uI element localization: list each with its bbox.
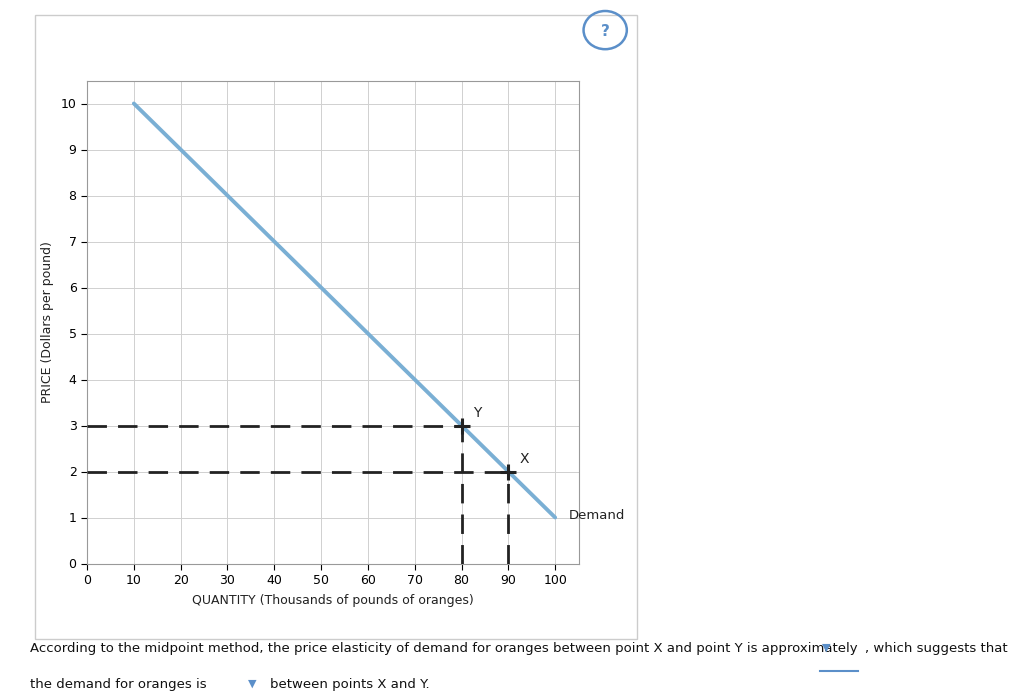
Text: Demand: Demand — [569, 509, 626, 522]
Text: , which suggests that: , which suggests that — [865, 642, 1008, 654]
Text: ▼: ▼ — [822, 643, 830, 653]
Text: ▼: ▼ — [248, 679, 256, 689]
Text: Y: Y — [473, 406, 481, 420]
Text: ?: ? — [601, 24, 609, 39]
Text: According to the midpoint method, the price elasticity of demand for oranges bet: According to the midpoint method, the pr… — [30, 642, 858, 654]
X-axis label: QUANTITY (Thousands of pounds of oranges): QUANTITY (Thousands of pounds of oranges… — [191, 594, 474, 607]
Y-axis label: PRICE (Dollars per pound): PRICE (Dollars per pound) — [41, 241, 54, 403]
FancyBboxPatch shape — [35, 15, 637, 639]
Text: the demand for oranges is: the demand for oranges is — [30, 678, 207, 691]
Text: X: X — [520, 452, 529, 466]
Text: between points X and Y.: between points X and Y. — [270, 678, 430, 691]
